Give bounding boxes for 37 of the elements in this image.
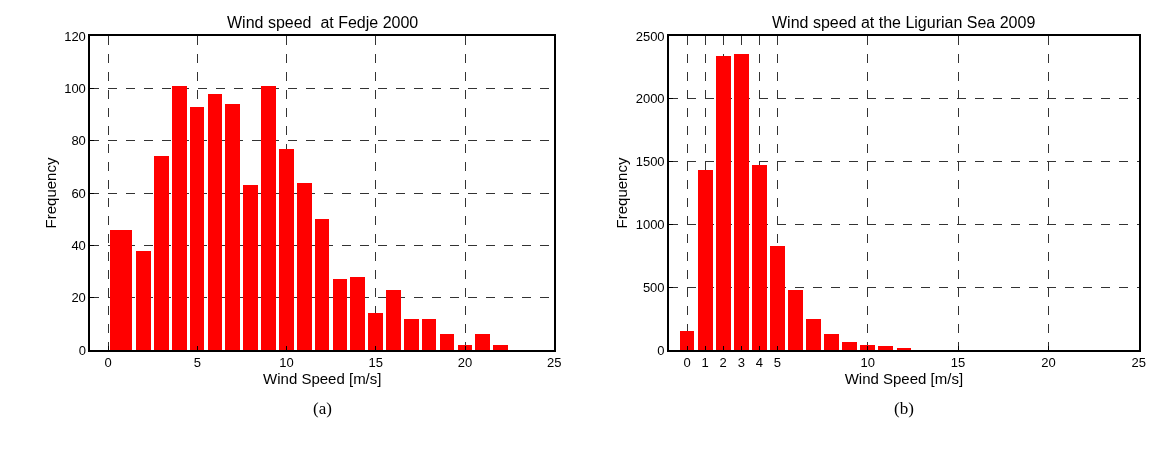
y-tick-label: 500 [642,279,665,295]
chart-title: Wind speed at Fedje 2000 [227,14,419,31]
x-tick-label: 20 [1041,355,1056,371]
y-tick-label: 2500 [635,28,665,44]
y-tick-label: 60 [71,185,86,201]
y-tick-label: 100 [64,80,86,96]
x-tick-label: 15 [368,355,384,371]
x-axis-title: Wind Speed [m/s] [844,370,964,388]
y-tick-label: 1500 [635,154,665,170]
x-tick-label: 10 [860,355,875,371]
x-tick-label: 1 [701,355,709,371]
y-tick-label: 20 [71,290,86,306]
x-tick-label: 5 [193,355,201,371]
y-tick-label: 2000 [635,91,665,107]
y-tick-label: 120 [64,28,86,44]
x-tick-label: 10 [279,355,294,371]
x-tick-label: 4 [755,355,763,371]
text: (b) [894,399,914,418]
x-tick-label: 0 [104,355,112,371]
x-tick-label: 25 [547,355,562,371]
x-tick-label: 15 [950,355,966,371]
y-tick-label: 1000 [635,216,665,232]
x-tick-label: 5 [773,355,781,371]
chart-title: Wind speed at the Ligurian Sea 2009 [772,14,1036,31]
x-axis-title: Wind Speed [m/s] [263,370,382,388]
x-tick-label: 2 [719,355,727,371]
x-tick-label: 20 [457,355,473,371]
y-axis-title: Frequency [613,157,631,229]
text: (a) [313,399,332,418]
y-tick-label: 0 [78,342,86,358]
x-tick-label: 3 [737,355,745,371]
y-tick-label: 40 [71,237,86,253]
x-tick-label: 25 [1131,355,1147,371]
y-tick-label: 0 [657,342,665,358]
y-tick-label: 80 [71,133,86,149]
x-tick-label: 0 [683,355,691,371]
y-axis-title: Frequency [41,157,59,229]
